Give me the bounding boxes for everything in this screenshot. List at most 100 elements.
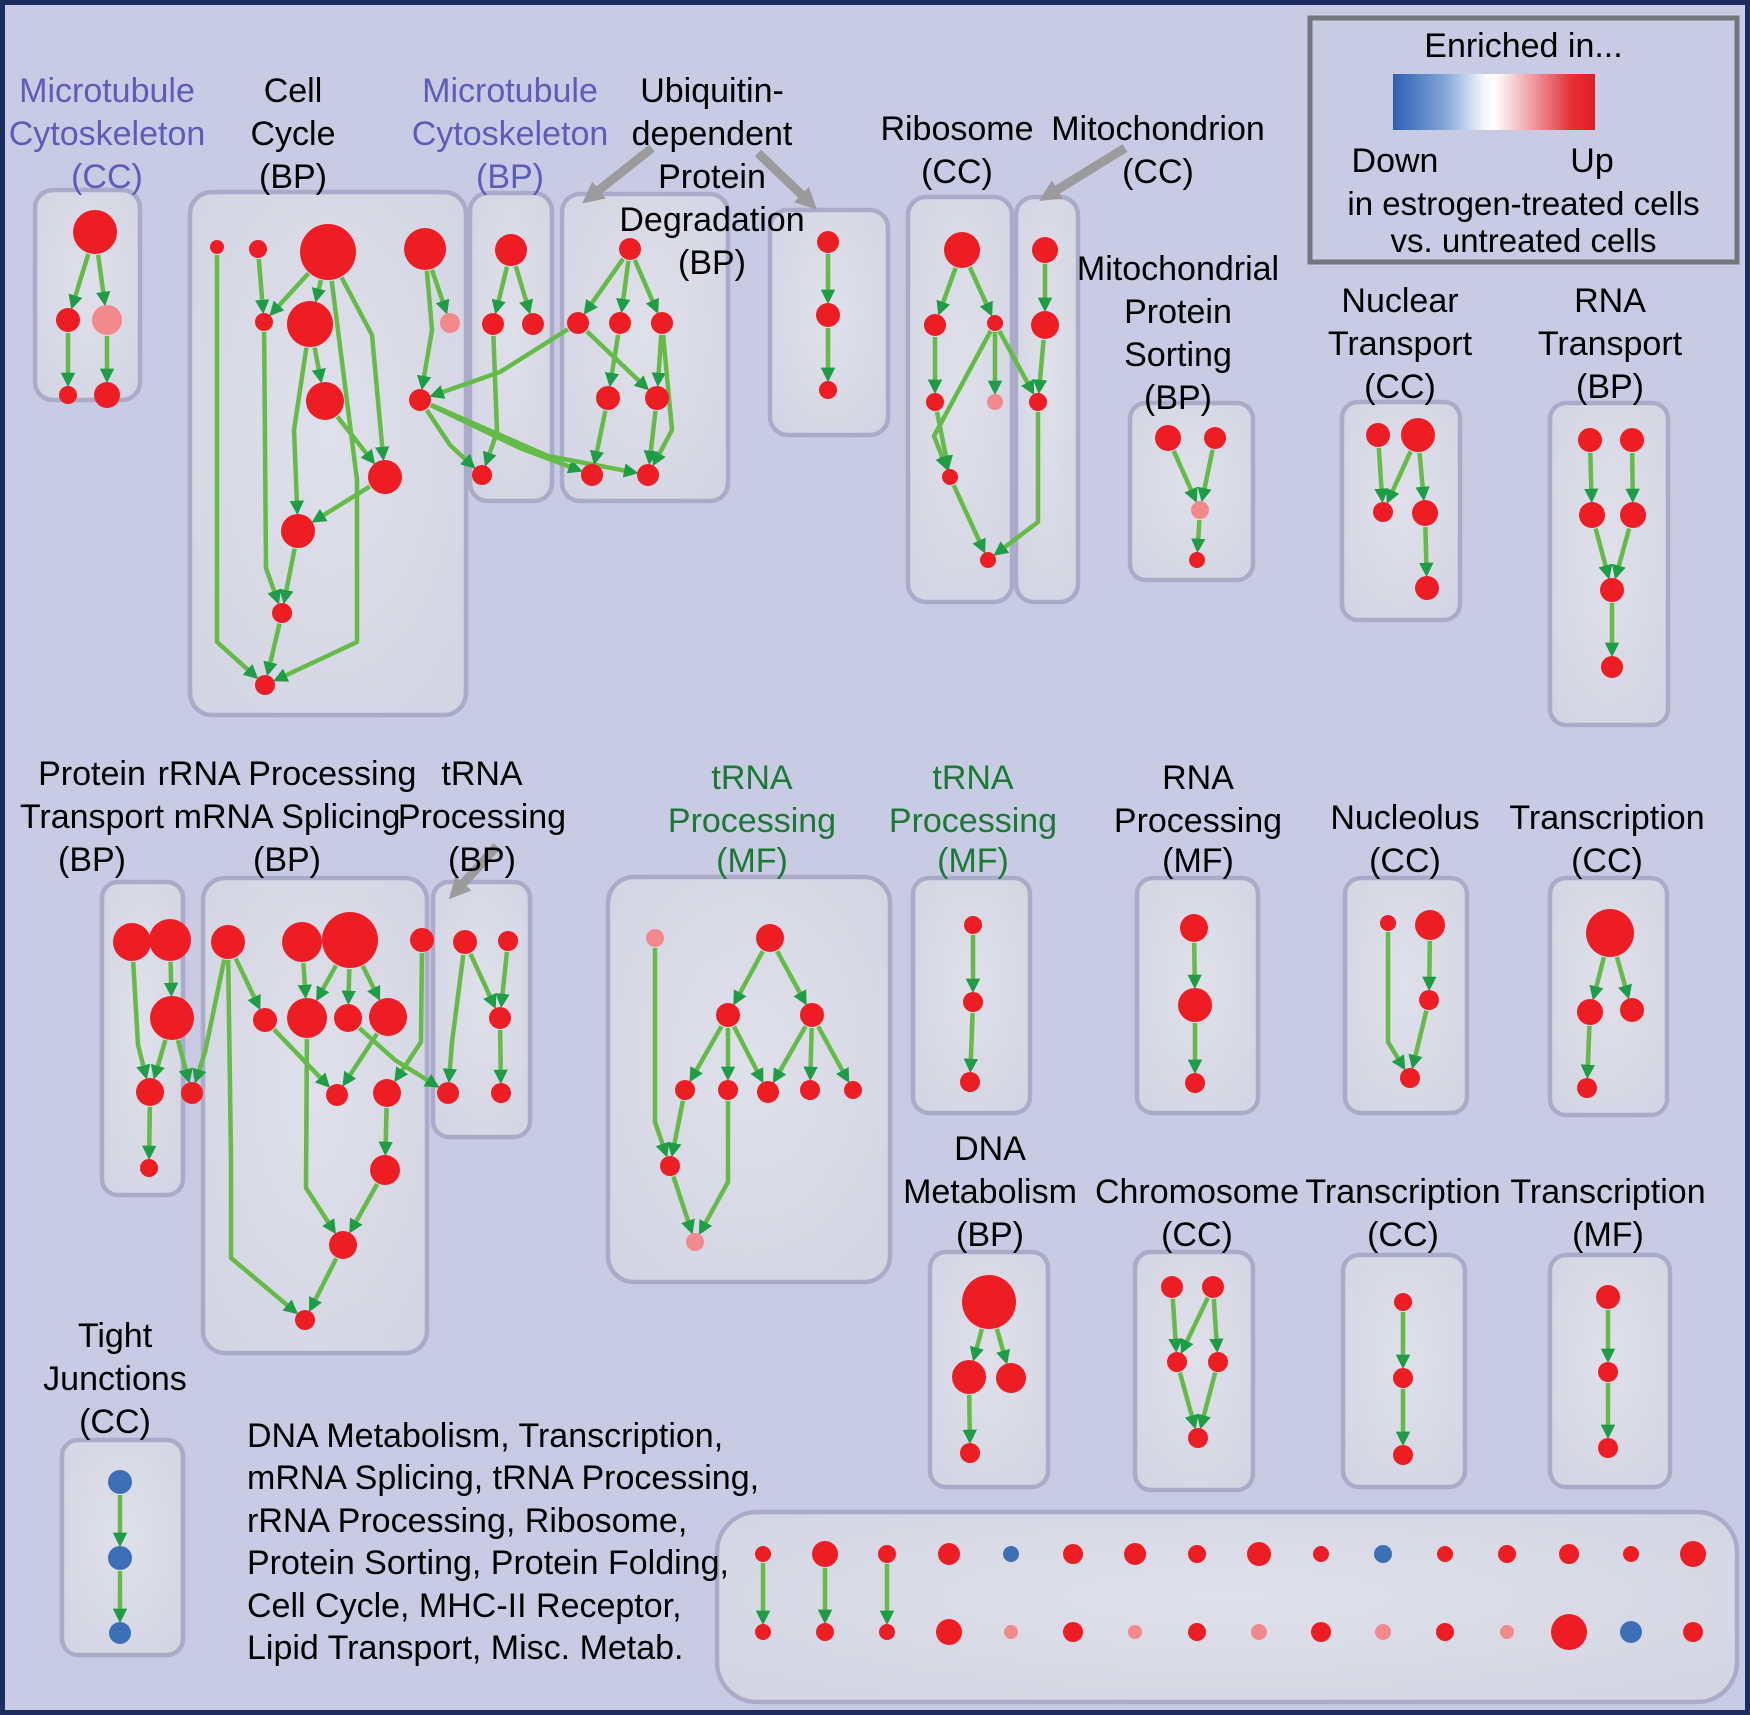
edge-C4-C5 — [1196, 1372, 1218, 1430]
edge-c2-c5 — [254, 258, 270, 315]
label-nucleolus-label-line1: (CC) — [1369, 842, 1441, 880]
gray-pointer-arrow-ubiquitin-to-chain — [754, 149, 817, 210]
edge-c3-c13 — [273, 280, 360, 682]
edge-u1-u2c — [632, 259, 659, 314]
go-term-node-Gh-red — [660, 1156, 680, 1176]
label-layer: Microtubule Cytoskeleton (CC) Cell Cycle (BP)… — [9, 72, 1706, 1667]
go-term-node-X4-red — [1577, 1078, 1597, 1098]
go-term-node-Rh-red — [329, 1231, 357, 1259]
go-term-node-Gc-red — [675, 1080, 695, 1100]
edge-m1-m3 — [95, 254, 111, 307]
go-term-node-N3-red — [1419, 990, 1439, 1010]
edge-p2-p3 — [163, 961, 179, 998]
label-nucleolus-label-line0: Nucleolus — [1330, 799, 1479, 837]
go-term-node-Wt14-red — [1623, 1546, 1639, 1562]
label-mc-cc-label-line1: Cytoskeleton — [9, 115, 206, 153]
go-term-node-v5-red — [1600, 578, 1624, 602]
go-term-node-s4-red — [1189, 552, 1205, 568]
label-ubiquitin-label-line1: dependent — [632, 115, 793, 153]
edge-F1-F2 — [1187, 942, 1202, 990]
go-term-node-D4-red — [960, 1443, 980, 1463]
label-trna-mf-2-label-line2: (MF) — [937, 842, 1009, 880]
go-term-node-u2a-red — [567, 312, 589, 334]
label-cell-cycle-label-line0: Cell — [264, 72, 323, 110]
label-transcription-cc-low-label-line0: Transcription — [1305, 1173, 1500, 1211]
go-term-node-Wb11-red — [1436, 1623, 1454, 1641]
go-term-node-u3b-red — [645, 386, 669, 410]
edge-R3-Rc — [341, 968, 356, 1006]
cluster-box-ubiquitin-net — [559, 191, 731, 504]
label-ubiquitin-label-line2: Protein — [658, 158, 766, 196]
edge-c8-c10 — [335, 415, 376, 465]
go-term-node-R3-red — [322, 912, 378, 968]
edge-R2-Rb — [297, 962, 313, 1000]
edge-r3-r6 — [931, 329, 993, 471]
go-term-node-p2-red — [149, 919, 191, 961]
go-term-node-R4-red — [410, 928, 434, 952]
go-term-node-Ga-red — [716, 1003, 740, 1027]
gray-pointer-arrow-ubiquitin-to-net — [582, 144, 655, 204]
edge-p1-p4 — [130, 961, 151, 1080]
go-term-node-Gf-red — [800, 1080, 820, 1100]
go-term-node-n2-red — [1401, 418, 1435, 452]
label-transcription-mf-label-line1: (MF) — [1572, 1216, 1644, 1254]
go-term-node-p4-red — [136, 1078, 164, 1106]
go-term-node-Gi-pink — [686, 1233, 704, 1251]
label-mito-sorting-label-line2: Sorting — [1124, 336, 1232, 374]
edge-c5-c12 — [261, 331, 281, 605]
edge-v2-v4 — [1625, 452, 1640, 504]
go-term-node-b1-red — [495, 234, 527, 266]
go-term-node-c13-red — [255, 675, 275, 695]
go-term-node-Ra-red — [253, 1008, 277, 1032]
go-term-node-N4-red — [1400, 1068, 1420, 1088]
edge-D1-D3 — [994, 1328, 1011, 1365]
edge-s1-s3 — [1171, 449, 1198, 503]
go-term-node-R1-red — [211, 925, 245, 959]
cluster-box-protein-transport — [99, 879, 186, 1198]
edge-C2-C4 — [1209, 1298, 1224, 1354]
legend-down-label: Down — [1352, 142, 1439, 180]
edge-u2c-u4b — [652, 334, 675, 467]
go-term-node-J3-blue — [109, 1622, 131, 1644]
edge-u3b-u4b — [643, 410, 658, 466]
cluster-box-misc-wide — [714, 1509, 1740, 1705]
label-ubiquitin-label-line4: (BP) — [678, 244, 746, 282]
label-dna-metab-label-line0: DNA — [954, 1130, 1026, 1168]
go-term-node-C2-red — [1202, 1276, 1224, 1298]
go-term-node-K3-red — [960, 1072, 980, 1092]
label-mc-bp-label-line2: (BP) — [476, 158, 544, 196]
label-protein-transport-label-line1: Transport — [20, 798, 165, 836]
label-ribosome-label-line1: (CC) — [921, 153, 993, 191]
label-trna-mf-2-label-line1: Processing — [889, 802, 1057, 840]
edge-b1-b2 — [491, 265, 510, 315]
edge-mt2-mt3 — [1032, 339, 1048, 395]
edge-r1-r3 — [967, 266, 993, 317]
edge-u2a-u3b — [585, 329, 650, 391]
edge-Gh-Gi — [671, 1175, 695, 1235]
go-term-node-b2-red — [482, 313, 504, 335]
go-term-node-p5-red — [181, 1082, 203, 1104]
go-term-node-s3-pink — [1191, 501, 1209, 519]
edge-D2-D4 — [962, 1394, 977, 1445]
go-term-node-Wt1-red — [812, 1541, 838, 1567]
go-term-node-D2-red — [952, 1360, 986, 1394]
edge-R1-Ri — [225, 959, 299, 1315]
go-term-node-u2c-red — [651, 312, 673, 334]
go-term-node-q3-red — [819, 381, 837, 399]
edge-c9-u4b — [430, 402, 639, 478]
label-mc-cc-label-line0: Microtubule — [19, 72, 195, 110]
edge-Gd-Gi — [698, 1101, 731, 1236]
go-term-node-c6-red — [287, 301, 333, 347]
go-term-node-Wb14-blue — [1620, 1621, 1642, 1643]
edge-u2c-u3b — [651, 334, 666, 388]
go-term-node-N2-red — [1415, 910, 1445, 940]
go-term-node-Wt2-red — [878, 1545, 896, 1563]
label-cell-cycle-label-line1: Cycle — [250, 115, 335, 153]
go-term-node-u4b-red — [637, 464, 659, 486]
label-dna-metab-label-line2: (BP) — [956, 1216, 1024, 1254]
go-term-node-m2-red — [56, 308, 80, 332]
go-term-node-Wt3-red — [938, 1543, 960, 1565]
go-term-node-Wt12-red — [1498, 1545, 1516, 1563]
label-mito-sorting-label-line0: Mitochondrial — [1077, 250, 1279, 288]
misc-note-line2: rRNA Processing, Ribosome, — [247, 1502, 687, 1540]
